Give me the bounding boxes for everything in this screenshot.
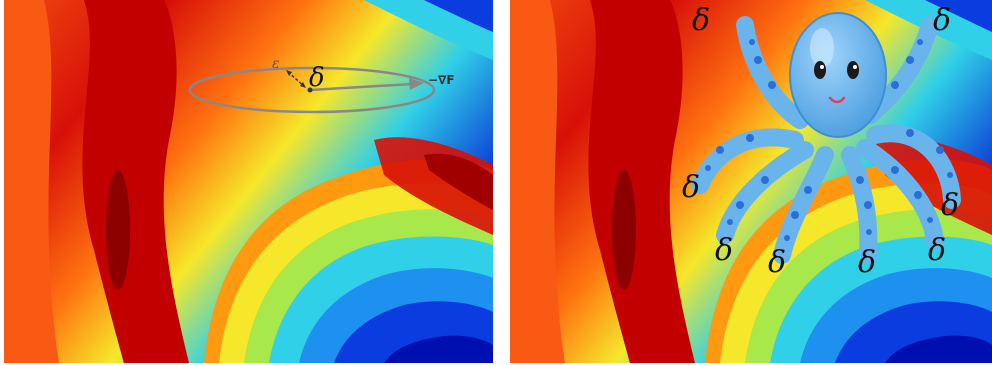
octopus-suckers bbox=[705, 39, 953, 241]
octopus-left-eye-glint bbox=[820, 65, 824, 69]
contour-minimum-left bbox=[612, 170, 636, 290]
delta-tip-bottom-right: δ bbox=[858, 245, 876, 280]
contour-band-darkblue bbox=[885, 335, 992, 363]
right-contour-plot: δ δ δ δ δ δ δ δ bbox=[510, 0, 992, 363]
delta-tip-left: δ bbox=[682, 170, 700, 205]
gradient-arrow-head bbox=[409, 78, 424, 90]
octopus-left-eye bbox=[814, 61, 826, 79]
delta-tip-right: δ bbox=[941, 188, 959, 223]
epsilon-arrow-head-end bbox=[300, 82, 306, 88]
point-marker bbox=[307, 87, 313, 93]
contour-corner-blue bbox=[925, 0, 992, 32]
contour-minimum-left bbox=[106, 170, 130, 290]
contour-band-darkblue bbox=[384, 335, 493, 363]
epsilon-arrow-head-start bbox=[286, 70, 292, 76]
gradient-label: −∇F bbox=[428, 73, 455, 87]
contour-left-edge bbox=[4, 0, 59, 363]
contour-right-ridge bbox=[875, 137, 992, 235]
octopus-right-eye-glint bbox=[853, 65, 857, 69]
octopus-tentacles bbox=[691, 16, 961, 264]
octopus-head-highlight bbox=[810, 28, 834, 68]
right-octopus-panel: δ δ δ δ δ δ δ δ bbox=[510, 0, 992, 363]
octopus-right-eye bbox=[847, 61, 859, 79]
epsilon-arrow bbox=[287, 71, 305, 87]
tentacle-left bbox=[691, 128, 804, 194]
tentacle-right bbox=[866, 124, 961, 209]
left-contour-panel: ε δ −∇F bbox=[4, 0, 493, 363]
octopus-smile bbox=[828, 96, 846, 104]
contour-right-well bbox=[424, 153, 493, 210]
contour-corner-blue bbox=[424, 0, 493, 32]
delta-label: δ bbox=[309, 63, 325, 93]
tentacle-top-left bbox=[736, 16, 809, 129]
delta-tip-top-right: δ bbox=[933, 3, 951, 38]
delta-tip-lower-right: δ bbox=[928, 233, 946, 268]
contour-left-valley bbox=[82, 0, 189, 363]
epsilon-label: ε bbox=[272, 56, 280, 72]
left-contour-plot: ε δ −∇F bbox=[4, 0, 493, 363]
tentacle-lower-right bbox=[856, 139, 944, 249]
contour-left-edge bbox=[510, 0, 565, 363]
delta-tip-lower-left: δ bbox=[715, 233, 733, 268]
trajectory-ellipse bbox=[188, 66, 436, 114]
octopus-head bbox=[789, 12, 887, 138]
octopus-illustration bbox=[691, 12, 961, 264]
contour-left-valley bbox=[588, 0, 695, 363]
gradient-arrow-line bbox=[309, 82, 413, 92]
delta-tip-bottom-left: δ bbox=[768, 245, 786, 280]
tentacle-bottom-left bbox=[773, 146, 834, 264]
delta-tip-top-left: δ bbox=[692, 3, 710, 38]
